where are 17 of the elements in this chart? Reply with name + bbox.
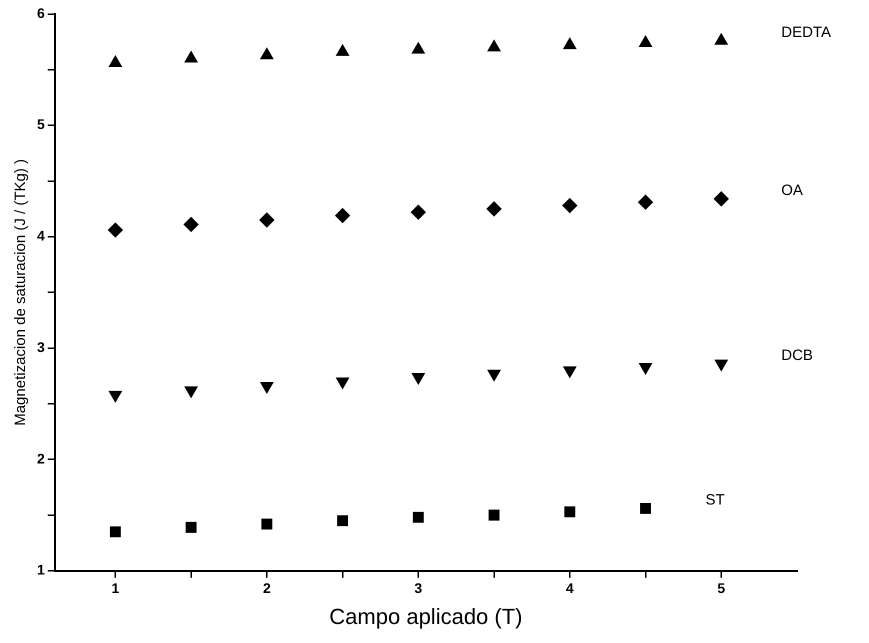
y-tick-label: 3	[36, 338, 45, 355]
y-tick-label: 6	[36, 4, 45, 21]
x-tick-label: 4	[566, 580, 574, 596]
text: DEDTA	[781, 24, 831, 41]
x-tick-label: 1	[111, 580, 120, 596]
y-tick-label: 1	[36, 562, 45, 578]
x-tick-label: 3	[414, 580, 422, 596]
text: OA	[781, 182, 803, 199]
y-tick-label: 5	[36, 116, 45, 132]
y-axis-title: Magnetizacion de saturacion (J / (TKg) )	[12, 159, 30, 426]
x-tick-label: 5	[717, 580, 726, 596]
x-axis-title: Campo aplicado (T)	[329, 604, 522, 629]
y-tick-label: 4	[36, 228, 45, 244]
x-tick-label: 2	[262, 580, 271, 596]
y-tick-label: 2	[36, 450, 45, 466]
text: DCB	[781, 346, 813, 364]
text: ST	[706, 492, 725, 509]
